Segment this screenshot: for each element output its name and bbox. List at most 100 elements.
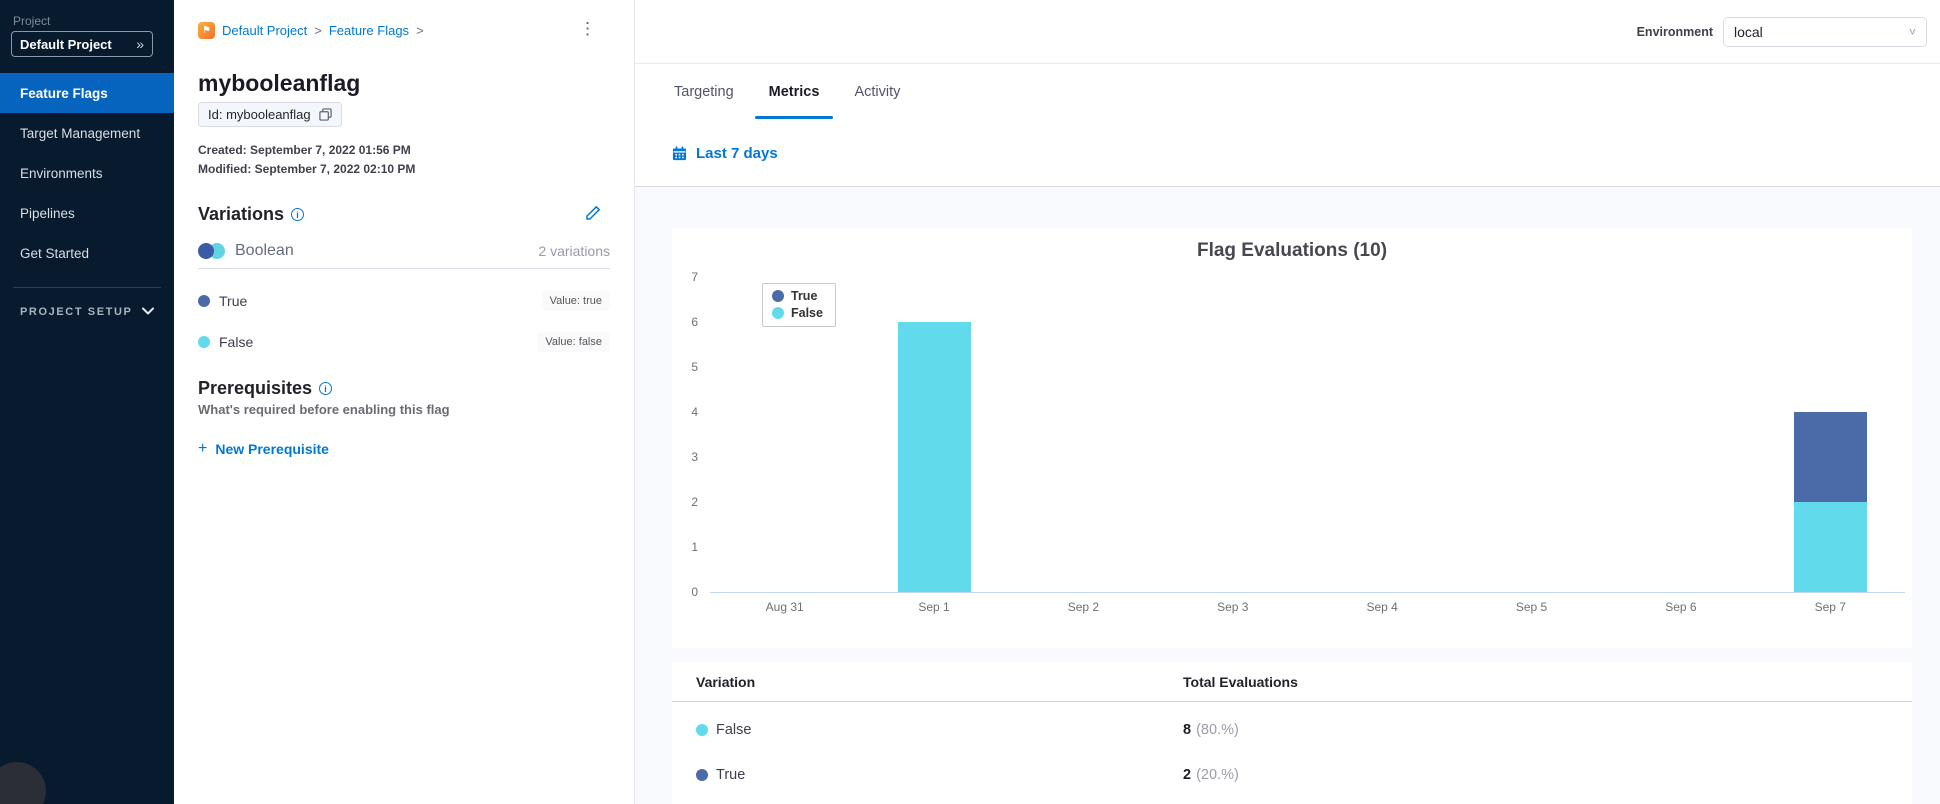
y-axis-tick: 4 bbox=[691, 405, 698, 419]
table-cell-variation: False bbox=[696, 722, 1183, 738]
prerequisites-heading-label: Prerequisites bbox=[198, 378, 313, 398]
environment-bar: Environment local ˅ bbox=[635, 0, 1940, 64]
evaluations-chart-card: Flag Evaluations (10) True False 0 1 2 3 4 5 6 7… bbox=[672, 228, 1912, 648]
calendar-icon bbox=[672, 145, 687, 160]
table-header-row: Variation Total Evaluations bbox=[672, 662, 1912, 702]
flag-id-text: Id: mybooleanflag bbox=[208, 107, 311, 122]
x-axis-tick: Sep 3 bbox=[1217, 600, 1249, 614]
feature-flags-logo-icon: ⚑ bbox=[198, 22, 215, 39]
table-body: False 8 (80.%) True 2 (20.%) bbox=[672, 702, 1912, 797]
breadcrumb: ⚑ Default Project > Feature Flags > bbox=[198, 22, 424, 39]
breadcrumb-links: Default Project > Feature Flags > bbox=[222, 23, 424, 38]
table-header-total-evaluations: Total Evaluations bbox=[1183, 673, 1298, 690]
variation-color-dot bbox=[198, 295, 210, 307]
bar-sep-7-true[interactable] bbox=[1793, 412, 1867, 502]
y-axis-tick: 1 bbox=[691, 540, 698, 554]
bar-sep-1-false[interactable] bbox=[897, 322, 971, 592]
main-content: Environment local ˅ Targeting Metrics Acti… bbox=[635, 0, 1940, 804]
breadcrumb-link-feature-flags[interactable]: Feature Flags bbox=[328, 23, 410, 38]
table-row-false[interactable]: False 8 (80.%) bbox=[672, 707, 1912, 752]
kebab-menu-icon[interactable]: ⋮ bbox=[579, 19, 596, 38]
evaluations-table-card: Variation Total Evaluations False 8 (80.%) T… bbox=[672, 662, 1912, 804]
tab-bar: Targeting Metrics Activity bbox=[635, 64, 1940, 120]
bar-sep-7-false[interactable] bbox=[1793, 502, 1867, 592]
evaluation-percent: (20.%) bbox=[1196, 766, 1239, 783]
variations-heading-label: Variations bbox=[198, 204, 285, 224]
tab-activity[interactable]: Activity bbox=[854, 84, 901, 100]
x-axis-tick: Sep 4 bbox=[1366, 600, 1398, 614]
sidebar-item-environments[interactable]: Environments bbox=[20, 165, 103, 181]
variation-type-row: Boolean 2 variations bbox=[198, 242, 610, 260]
sidebar-item-project-setup[interactable]: PROJECT SETUP bbox=[20, 306, 154, 318]
edit-variations-button[interactable] bbox=[585, 205, 601, 226]
sidebar-nav: Feature Flags Target Management Environmen… bbox=[0, 73, 174, 273]
sidebar-item-feature-flags[interactable]: Feature Flags bbox=[0, 73, 174, 113]
x-axis-tick: Aug 31 bbox=[765, 600, 804, 614]
breadcrumb-separator: > bbox=[314, 23, 322, 38]
x-axis-tick: Sep 5 bbox=[1515, 600, 1548, 614]
evaluation-count: 8 bbox=[1183, 721, 1192, 738]
info-icon[interactable]: i bbox=[291, 208, 305, 221]
variation-name: False bbox=[219, 334, 254, 350]
table-cell-variation: True bbox=[696, 767, 1183, 783]
flag-title: mybooleanflag bbox=[198, 70, 361, 96]
variation-count: 2 variations bbox=[538, 243, 610, 259]
y-axis-tick: 3 bbox=[691, 450, 698, 464]
variations-divider bbox=[198, 268, 610, 269]
x-axis-tick: Sep 2 bbox=[1067, 600, 1100, 614]
double-chevron-icon: » bbox=[136, 36, 144, 52]
prerequisites-heading: Prerequisites i bbox=[198, 378, 333, 399]
copy-icon[interactable] bbox=[318, 108, 332, 121]
variation-type-label: Boolean bbox=[235, 242, 294, 259]
chevron-down-icon bbox=[142, 306, 154, 318]
flag-detail-panel: ⚑ Default Project > Feature Flags > ⋮ myboo… bbox=[174, 0, 635, 804]
evaluation-count: 2 bbox=[1183, 766, 1192, 783]
tab-metrics[interactable]: Metrics bbox=[754, 64, 834, 120]
variation-color-dot bbox=[696, 768, 708, 781]
sidebar-item-pipelines[interactable]: Pipelines bbox=[20, 205, 75, 221]
legend-label: True bbox=[791, 289, 818, 303]
chart-legend: True False bbox=[762, 283, 836, 327]
y-axis-tick: 2 bbox=[691, 495, 698, 509]
x-axis-tick: Sep 1 bbox=[918, 600, 950, 614]
flag-dates: Created: September 7, 2022 01:56 PM Modi… bbox=[198, 141, 415, 179]
project-selector-value: Default Project bbox=[20, 36, 112, 52]
metrics-content: Flag Evaluations (10) True False 0 1 2 3 4 5 6 7… bbox=[635, 187, 1940, 804]
variation-row-true: True Value: true bbox=[198, 290, 610, 312]
variation-value-chip: Value: true bbox=[541, 291, 610, 311]
new-prerequisite-label: New Prerequisite bbox=[215, 441, 329, 457]
chevron-down-icon: ˅ bbox=[1908, 24, 1916, 39]
environment-select-value: local bbox=[1734, 23, 1763, 40]
variations-heading: Variations i bbox=[198, 204, 305, 225]
date-range-button[interactable]: Last 7 days bbox=[635, 120, 1940, 187]
table-cell-total-evaluations: 2 (20.%) bbox=[1183, 767, 1888, 783]
environment-select[interactable]: local ˅ bbox=[1723, 16, 1927, 47]
environment-label: Environment bbox=[1636, 24, 1713, 39]
sidebar-divider bbox=[13, 287, 161, 288]
variation-color-dot bbox=[696, 723, 708, 736]
project-selector[interactable]: Default Project » bbox=[11, 31, 153, 57]
table-row-true[interactable]: True 2 (20.%) bbox=[672, 752, 1912, 797]
info-icon[interactable]: i bbox=[319, 382, 333, 395]
sidebar: Project Default Project » Feature Flags T… bbox=[0, 0, 174, 804]
y-axis-tick: 7 bbox=[691, 270, 698, 284]
sidebar-item-target-management[interactable]: Target Management bbox=[20, 125, 141, 141]
evaluation-percent: (80.%) bbox=[1196, 721, 1239, 738]
legend-item-false[interactable]: False bbox=[772, 306, 823, 320]
prerequisites-description: What's required before enabling this fla… bbox=[198, 402, 450, 417]
project-setup-label: PROJECT SETUP bbox=[20, 306, 133, 318]
x-axis-tick: Sep 7 bbox=[1814, 600, 1846, 614]
variation-name: True bbox=[716, 766, 746, 783]
help-bubble[interactable] bbox=[0, 762, 46, 804]
legend-label: False bbox=[791, 306, 823, 320]
y-axis-tick: 0 bbox=[691, 585, 698, 599]
flag-id-chip[interactable]: Id: mybooleanflag bbox=[198, 102, 342, 127]
legend-item-true[interactable]: True bbox=[772, 289, 823, 303]
variation-value-chip: Value: false bbox=[537, 332, 610, 352]
new-prerequisite-button[interactable]: + New Prerequisite bbox=[198, 440, 329, 458]
tab-targeting[interactable]: Targeting bbox=[674, 84, 734, 100]
breadcrumb-link-default-project[interactable]: Default Project bbox=[222, 23, 308, 38]
sidebar-item-get-started[interactable]: Get Started bbox=[20, 245, 90, 261]
table-cell-total-evaluations: 8 (80.%) bbox=[1183, 722, 1888, 738]
